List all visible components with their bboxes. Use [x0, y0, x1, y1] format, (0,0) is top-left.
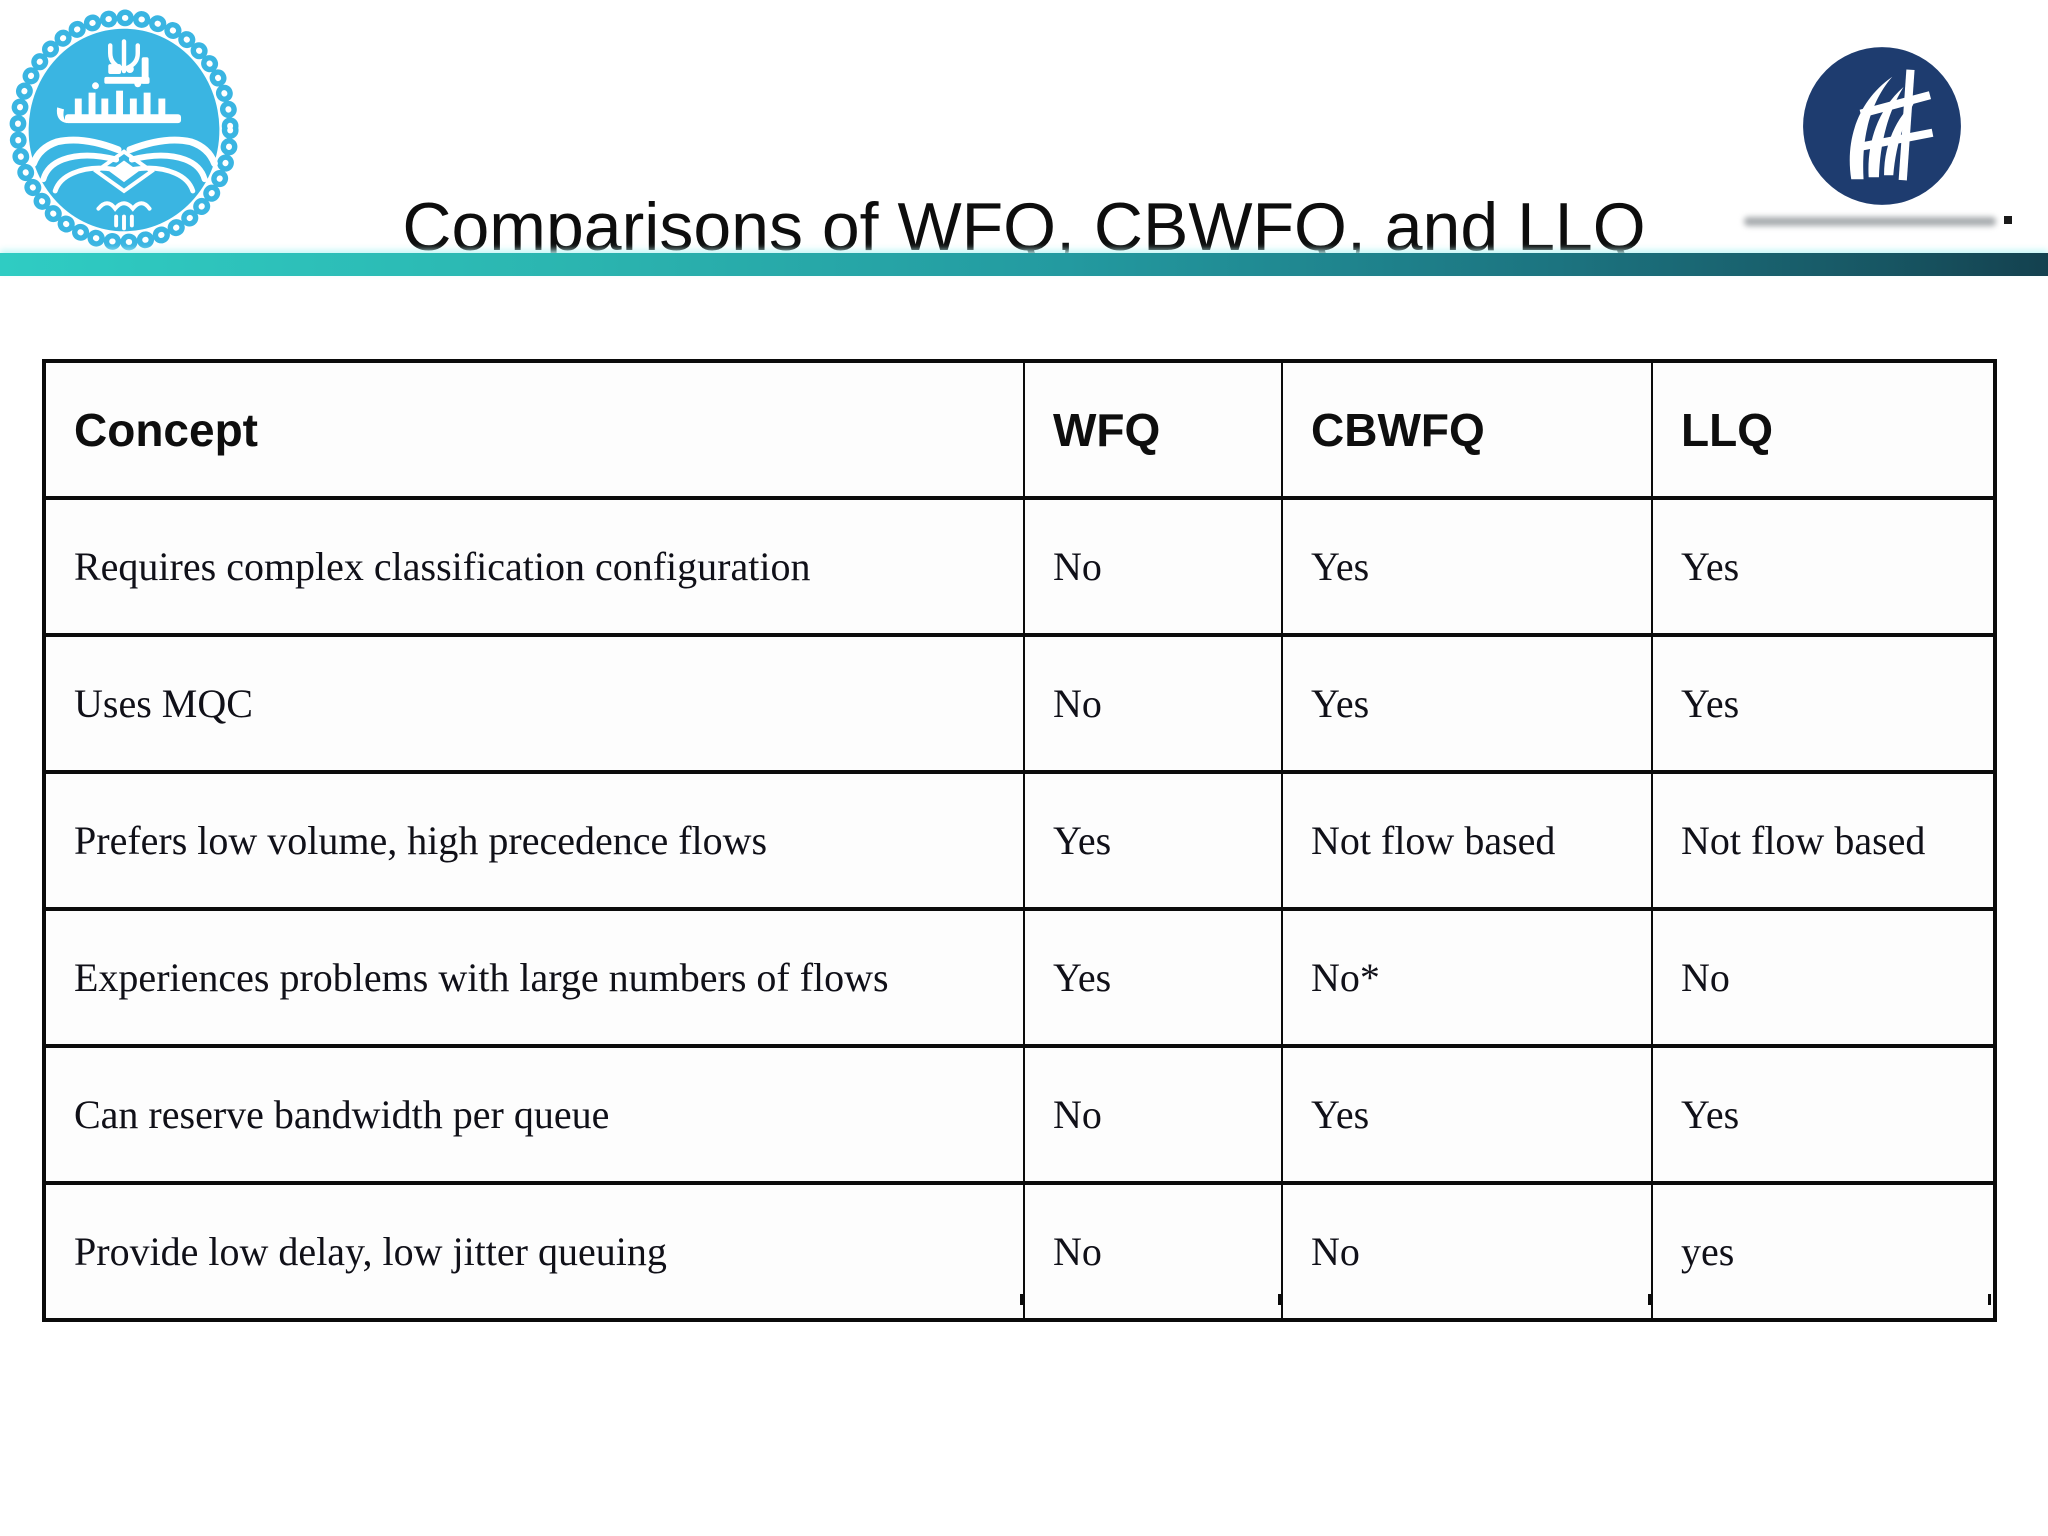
table-border-stub	[1278, 1294, 1281, 1305]
value-cell: No	[1023, 496, 1283, 637]
column-header-wfq: WFQ	[1023, 359, 1283, 500]
value-cell: Not flow based	[1281, 770, 1653, 911]
value-cell: No	[1023, 1181, 1283, 1322]
faculty-emblem-icon	[1803, 47, 1961, 205]
caption-dot	[2004, 216, 2012, 224]
table-row: Requires complex classification configur…	[43, 496, 1996, 637]
value-cell: No*	[1281, 907, 1653, 1048]
logo-caption-blurred	[1744, 217, 1996, 226]
concept-cell: Requires complex classification configur…	[43, 496, 1025, 637]
concept-cell: Can reserve bandwidth per queue	[43, 1044, 1025, 1185]
column-header-llq: LLQ	[1651, 359, 1996, 500]
concept-cell: Provide low delay, low jitter queuing	[43, 1181, 1025, 1322]
concept-cell: Experiences problems with large numbers …	[43, 907, 1025, 1048]
column-header-concept: Concept	[43, 359, 1025, 500]
value-cell: No	[1023, 633, 1283, 774]
concept-cell: Prefers low volume, high precedence flow…	[43, 770, 1025, 911]
table-border-stub	[1020, 1294, 1023, 1305]
table-border-stub	[1648, 1294, 1651, 1305]
accent-divider-bar	[0, 253, 2048, 276]
page-title: Comparisons of WFQ, CBWFQ, and LLQ	[402, 188, 1646, 265]
value-cell: Yes	[1281, 1044, 1653, 1185]
value-cell: Yes	[1281, 496, 1653, 637]
comparison-table: Concept WFQ CBWFQ LLQ Requires complex c…	[42, 359, 1997, 1322]
table-row: Prefers low volume, high precedence flow…	[43, 770, 1996, 911]
column-header-cbwfq: CBWFQ	[1281, 359, 1653, 500]
value-cell: Not flow based	[1651, 770, 1996, 911]
table-row: Can reserve bandwidth per queue No Yes Yes	[43, 1044, 1996, 1185]
table-row: Uses MQC No Yes Yes	[43, 633, 1996, 774]
value-cell: Yes	[1023, 770, 1283, 911]
table-body: Requires complex classification configur…	[43, 496, 1996, 1322]
value-cell: No	[1023, 1044, 1283, 1185]
value-cell: Yes	[1651, 1044, 1996, 1185]
table-row: Experiences problems with large numbers …	[43, 907, 1996, 1048]
value-cell: No	[1651, 907, 1996, 1048]
value-cell: Yes	[1281, 633, 1653, 774]
value-cell: Yes	[1651, 633, 1996, 774]
value-cell: No	[1281, 1181, 1653, 1322]
concept-cell: Uses MQC	[43, 633, 1025, 774]
value-cell: Yes	[1651, 496, 1996, 637]
table-header-row: Concept WFQ CBWFQ LLQ	[43, 359, 1996, 500]
table-row: Provide low delay, low jitter queuing No N…	[43, 1181, 1996, 1322]
value-cell: yes	[1651, 1181, 1996, 1322]
value-cell: Yes	[1023, 907, 1283, 1048]
university-of-tehran-seal-icon	[9, 9, 239, 251]
table-border-stub	[1988, 1294, 1991, 1305]
